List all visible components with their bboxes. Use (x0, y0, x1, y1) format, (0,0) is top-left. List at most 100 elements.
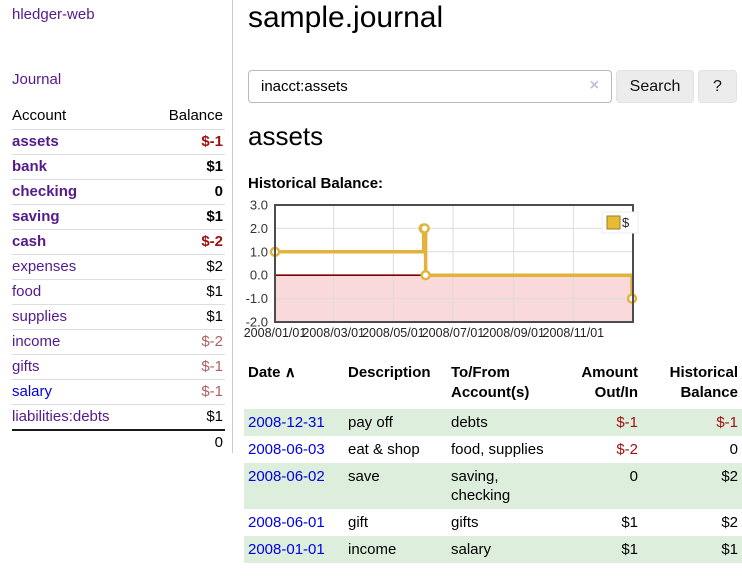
register-amount-cell: $1 (621, 541, 638, 558)
transaction-date-link[interactable]: 2008-01-01 (248, 541, 325, 558)
account-link[interactable]: salary (12, 383, 53, 400)
account-name-cell: supplies (12, 304, 148, 330)
search-input[interactable] (248, 70, 612, 103)
register-description-cell: pay off (348, 414, 393, 431)
account-link[interactable]: gifts (12, 358, 40, 375)
x-axis-tick: 2008/03/01 (302, 326, 365, 340)
y-axis-tick: 0.0 (250, 268, 268, 283)
register-balance-cell: 0 (729, 441, 738, 458)
register-header-row: Date ∧ Description To/From Account(s) Am… (244, 361, 742, 409)
account-balance: 0 (147, 179, 225, 205)
legend-label: $ (622, 215, 630, 230)
y-axis-tick: -1.0 (246, 291, 268, 306)
x-axis-tick: 2008/11/01 (543, 326, 605, 340)
register-accounts-cell: food, supplies (451, 441, 544, 458)
account-name-cell: saving (12, 204, 148, 230)
register-row: 2008-06-03 eat & shop food, supplies $-2 0 (244, 436, 742, 463)
register-header-date-label: Date (248, 364, 281, 381)
account-row: salary $-1 (12, 379, 225, 405)
account-name-cell: bank (12, 154, 148, 180)
x-axis-tick: 2008/01/01 (244, 326, 307, 340)
account-name-cell: liabilities:debts (12, 404, 148, 430)
transaction-date-link[interactable]: 2008-06-02 (248, 468, 325, 485)
register-header-date[interactable]: Date ∧ (244, 361, 344, 409)
account-link[interactable]: income (12, 333, 61, 350)
help-button[interactable]: ? (698, 70, 737, 103)
account-name-cell: assets (12, 129, 148, 155)
sidebar: hledger-web Journal Account Balance asse… (0, 0, 233, 455)
register-date-cell: 2008-01-01 (244, 536, 344, 563)
x-axis-tick: 2008/09/01 (482, 326, 545, 340)
register-date-cell: 2008-12-31 (244, 409, 344, 436)
account-link[interactable]: expenses (12, 258, 77, 275)
accounts-total-spacer (12, 429, 148, 455)
register-balance-cell: $2 (721, 514, 738, 531)
account-link[interactable]: bank (12, 158, 48, 175)
accounts-header-balance: Balance (168, 107, 223, 124)
account-link[interactable]: checking (12, 183, 78, 200)
account-row: cash $-2 (12, 229, 225, 255)
register-description-cell: gift (348, 514, 369, 531)
account-link[interactable]: assets (12, 133, 59, 150)
register-row: 2008-06-02 save saving, checking 0 $2 (244, 463, 742, 509)
account-balance: $-1 (147, 379, 225, 405)
account-balance: $1 (147, 154, 225, 180)
search-button[interactable]: Search (616, 70, 694, 103)
register-date-cell: 2008-06-01 (244, 509, 344, 536)
x-axis-tick: 2008/05/01 (362, 326, 425, 340)
account-row: supplies $1 (12, 304, 225, 330)
register-row: 2008-06-01 gift gifts $1 $2 (244, 509, 742, 536)
register-description-cell: eat & shop (348, 441, 420, 458)
register-date-cell: 2008-06-02 (244, 463, 344, 509)
clear-search-icon[interactable]: × (589, 77, 599, 94)
account-balance: $1 (147, 279, 225, 305)
accounts-table: Account Balance assets $-1 bank $1 checking 0… (12, 104, 225, 455)
account-link[interactable]: supplies (12, 308, 68, 325)
register-accounts-cell: saving, checking (451, 468, 511, 504)
data-point-marker (420, 269, 431, 281)
account-name-cell: food (12, 279, 148, 305)
chart-title: Historical Balance: (248, 175, 384, 192)
legend-swatch (606, 215, 621, 230)
account-balance: $-1 (147, 354, 225, 380)
account-row: income $-2 (12, 329, 225, 355)
brand-link[interactable]: hledger-web (12, 6, 95, 23)
transaction-date-link[interactable]: 2008-06-03 (248, 441, 325, 458)
register-amount-cell: 0 (629, 468, 638, 485)
account-balance: $-2 (147, 229, 225, 255)
account-row: expenses $2 (12, 254, 225, 280)
account-heading: assets (248, 121, 324, 151)
sort-asc-icon: ∧ (284, 364, 296, 381)
account-row: bank $1 (12, 154, 225, 180)
register-description-cell: income (348, 541, 397, 558)
account-name-cell: cash (12, 229, 148, 255)
transaction-date-link[interactable]: 2008-06-01 (248, 514, 325, 531)
page-title: sample.journal (248, 1, 444, 34)
register-amount-cell: $-2 (616, 441, 638, 458)
account-balance: $-1 (147, 129, 225, 155)
accounts-total-row: 0 (12, 429, 225, 455)
register-accounts-cell: salary (451, 541, 492, 558)
account-link[interactable]: liabilities:debts (12, 408, 110, 425)
transaction-date-link[interactable]: 2008-12-31 (248, 414, 325, 431)
y-axis-tick: 2.0 (250, 221, 268, 236)
register-accounts-cell: gifts (451, 514, 479, 531)
account-row: saving $1 (12, 204, 225, 230)
account-link[interactable]: cash (12, 233, 47, 250)
account-link[interactable]: food (12, 283, 42, 300)
y-axis-tick: 3.0 (250, 198, 268, 213)
register-balance-cell: $2 (721, 468, 738, 485)
register-balance-cell: $1 (721, 541, 738, 558)
register-header-description: Description (348, 364, 431, 381)
account-link[interactable]: saving (12, 208, 60, 225)
account-name-cell: expenses (12, 254, 148, 280)
account-name-cell: checking (12, 179, 148, 205)
register-table: Date ∧ Description To/From Account(s) Am… (244, 361, 742, 563)
account-balance: $1 (147, 404, 225, 430)
register-header-amount: Amount Out/In (581, 364, 638, 401)
register-header-balance: Historical Balance (669, 364, 738, 401)
x-axis-tick: 2008/07/01 (422, 326, 485, 340)
nav-journal-link[interactable]: Journal (12, 71, 62, 88)
register-header-accounts: To/From Account(s) (451, 364, 530, 401)
y-axis-tick: -2.0 (246, 315, 268, 330)
